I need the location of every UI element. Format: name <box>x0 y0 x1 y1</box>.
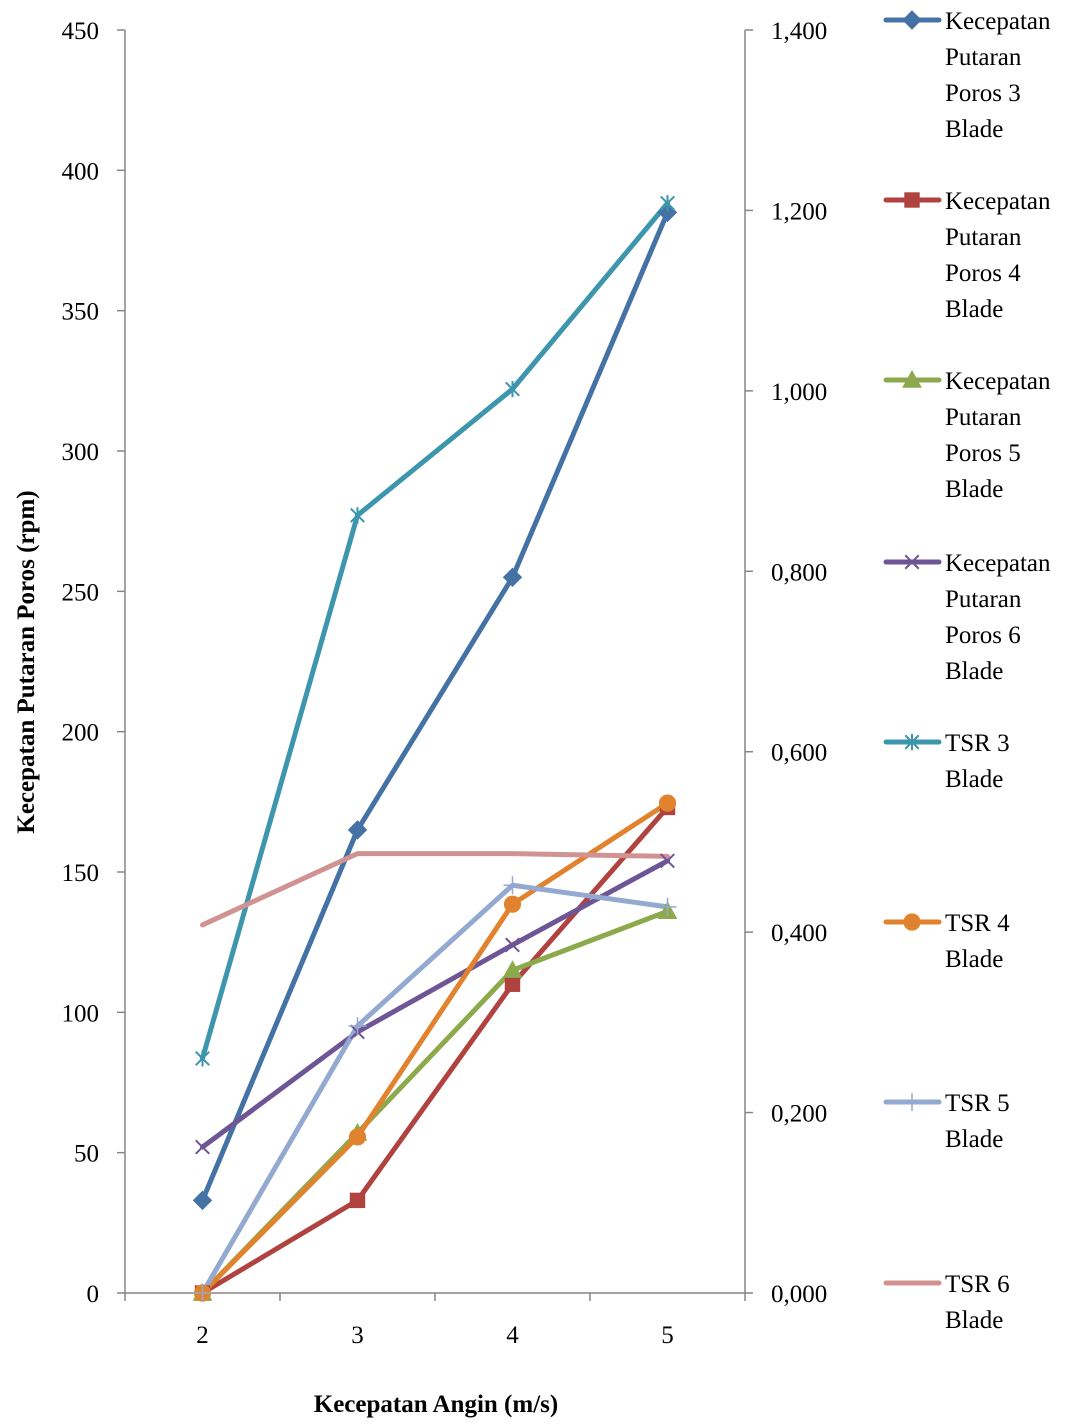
triangle-marker <box>902 369 922 388</box>
legend-label: Kecepatan <box>945 8 1051 35</box>
circle-marker <box>903 913 921 931</box>
legend-label: Kecepatan <box>945 188 1051 215</box>
legend-label: Poros 5 <box>945 440 1021 467</box>
y2-tick-label: 0,600 <box>771 740 827 767</box>
y-tick-label: 250 <box>62 579 100 606</box>
star-marker <box>904 733 920 751</box>
y-tick-label: 200 <box>62 720 100 747</box>
legend-label: TSR 3 <box>945 730 1010 757</box>
triangle-marker <box>502 960 523 978</box>
legend-item: TSR 4 Blade <box>883 910 1010 973</box>
y2-tick-label: 0,400 <box>771 920 827 947</box>
y-axis-title: Kecepatan Putaran Poros (rpm) <box>13 490 40 833</box>
y2-tick-label: 1,200 <box>771 198 827 225</box>
plus-marker <box>903 1093 921 1111</box>
plus-marker <box>193 1284 212 1302</box>
x-tick-label: 2 <box>196 1322 209 1349</box>
legend-label: Poros 3 <box>945 80 1021 107</box>
circle-marker <box>658 794 677 812</box>
plus-marker <box>348 1016 367 1035</box>
y-tick-label: 100 <box>62 1000 100 1027</box>
y-tick-label: 350 <box>62 299 100 326</box>
legend-label: Blade <box>945 476 1003 503</box>
x-tick-label: 3 <box>351 1322 364 1349</box>
y-tick-label: 150 <box>62 860 100 887</box>
legend-item: TSR 3 Blade <box>883 730 1010 793</box>
y-tick-label: 450 <box>62 18 100 45</box>
legend-label: Blade <box>945 1307 1003 1334</box>
legend-label: Blade <box>945 296 1003 323</box>
y2-tick-label: 0,000 <box>771 1281 827 1308</box>
series-line <box>200 882 670 1296</box>
x-marker <box>660 853 675 869</box>
series-line <box>200 209 670 1203</box>
legend-label: Putaran <box>945 224 1022 251</box>
legend-label: Blade <box>945 116 1003 143</box>
x-tick-label: 4 <box>506 1322 519 1349</box>
star-marker <box>660 195 675 212</box>
legend-label: TSR 5 <box>945 1090 1010 1117</box>
series-line <box>200 851 670 928</box>
series-markers <box>192 195 678 1302</box>
legend-label: Blade <box>945 766 1003 793</box>
diamond-marker <box>192 1190 213 1211</box>
plus-marker <box>503 876 522 895</box>
x-marker <box>505 937 520 953</box>
square-marker <box>904 192 920 208</box>
series-lines <box>200 200 670 1296</box>
y2-tick-label: 0,800 <box>771 559 827 586</box>
y2-tick-label: 1,400 <box>771 18 827 45</box>
plus-marker <box>658 897 677 916</box>
y2-tick-label: 0,200 <box>771 1101 827 1128</box>
legend-item: Kecepatan Putaran Poros 3 Blade <box>883 8 1051 143</box>
diamond-marker <box>347 820 368 840</box>
x-marker <box>904 554 920 570</box>
legend-item: TSR 6 Blade <box>883 1271 1010 1334</box>
series-line <box>200 200 670 1061</box>
legend-label: Putaran <box>945 586 1022 613</box>
chart-legend: Kecepatan Putaran Poros 3 Blade Kecepatan Put… <box>883 8 1051 1334</box>
chart-axes: 0 50 100 150 200 250 300 350 400 450 0,000 0,200 0,4… <box>62 18 828 1349</box>
y2-tick-label: 1,000 <box>771 379 827 406</box>
legend-label: Blade <box>945 1126 1003 1153</box>
legend-item: Kecepatan Putaran Poros 5 Blade <box>883 368 1051 503</box>
diamond-marker <box>502 567 523 588</box>
star-marker <box>505 380 520 398</box>
star-marker <box>350 507 365 524</box>
legend-item: Kecepatan Putaran Poros 6 Blade <box>883 550 1051 685</box>
legend-label: Poros 6 <box>945 622 1021 649</box>
legend-label: TSR 6 <box>945 1271 1010 1298</box>
legend-label: Blade <box>945 658 1003 685</box>
series-line <box>200 908 670 1296</box>
x-axis-title: Kecepatan Angin (m/s) <box>314 1391 558 1418</box>
star-marker <box>195 1050 210 1067</box>
legend-label: Kecepatan <box>945 368 1051 395</box>
legend-label: Poros 4 <box>945 260 1021 287</box>
legend-item: Kecepatan Putaran Poros 4 Blade <box>883 188 1051 323</box>
y-tick-label: 300 <box>62 439 100 466</box>
legend-label: Putaran <box>945 404 1022 431</box>
legend-label: Kecepatan <box>945 550 1051 577</box>
legend-label: Blade <box>945 946 1003 973</box>
y-tick-label: 0 <box>87 1281 100 1308</box>
series-line <box>200 858 670 1150</box>
x-tick-label: 5 <box>661 1322 674 1349</box>
legend-label: Putaran <box>945 44 1022 71</box>
circle-marker <box>503 895 522 913</box>
x-marker <box>195 1139 210 1155</box>
legend-label: TSR 4 <box>945 910 1010 937</box>
y-tick-label: 50 <box>74 1141 99 1168</box>
circle-marker <box>348 1128 367 1146</box>
legend-item: TSR 5 Blade <box>883 1090 1010 1153</box>
y-tick-label: 400 <box>62 158 100 185</box>
square-marker <box>349 1192 366 1209</box>
square-marker <box>504 976 521 992</box>
diamond-marker <box>902 10 922 30</box>
